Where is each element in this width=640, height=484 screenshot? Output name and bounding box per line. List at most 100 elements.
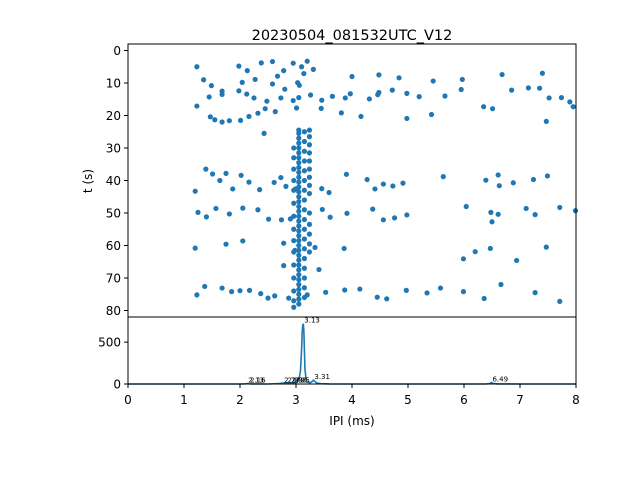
histogram-y-tick-label: 500 [98,336,121,350]
raster-point [290,60,296,66]
raster-point [327,214,333,220]
raster-point [396,75,402,81]
raster-point [213,205,219,212]
raster-point [296,257,302,263]
raster-point [281,263,287,269]
raster-point [226,211,232,217]
histogram-x-tick-label: 3 [292,393,300,407]
raster-point [229,289,235,295]
histogram-x-tick-label: 0 [124,393,132,407]
raster-point [310,66,316,72]
raster-point [252,76,258,83]
raster-point [299,64,305,70]
raster-point [246,113,252,120]
raster-point [544,173,551,179]
raster-point [237,288,243,294]
histogram-x-tick-label: 1 [180,393,188,407]
raster-point [265,295,271,301]
raster-point [570,104,576,110]
peak-label: 3.31 [314,373,330,381]
raster-point [366,96,372,102]
raster-point [291,155,297,161]
raster-point [323,289,329,295]
raster-point [296,272,302,278]
raster-point [296,228,302,234]
raster-point [291,262,297,268]
raster-point [296,164,302,171]
raster-y-tick-label: 20 [106,109,121,123]
raster-point [296,247,302,253]
raster-point [489,219,495,225]
peak-label: 2.95 [294,377,310,385]
raster-point [341,245,347,252]
raster-point [296,301,302,307]
raster-point [201,77,207,83]
raster-point [380,181,386,187]
raster-point [296,203,302,210]
raster-point [296,160,302,166]
raster-point [301,70,307,77]
raster-y-tick-label: 70 [106,272,121,286]
raster-point [380,217,386,223]
raster-point [296,223,302,229]
raster-point [296,169,302,175]
raster-point [195,209,201,215]
raster-point [499,71,505,78]
raster-point [374,294,380,300]
raster-point [258,291,264,297]
raster-point [523,205,529,212]
peak-label: 2.77 [284,377,300,385]
raster-point [306,134,313,140]
raster-point [291,304,297,310]
raster-point [430,78,436,84]
raster-point [537,85,543,91]
raster-point [424,290,430,296]
raster-point [291,187,297,193]
raster-point [510,180,516,186]
raster-point [296,242,302,249]
raster-point [291,200,297,206]
raster-point [472,249,478,255]
raster-point [403,287,409,293]
raster-point [532,290,538,296]
raster-point [301,255,307,262]
raster-point [349,73,355,80]
raster-point [400,180,406,186]
raster-point [192,188,198,194]
raster-point [306,190,313,197]
raster-point [306,158,313,164]
raster-point [244,68,250,74]
raster-point [296,213,302,219]
raster-point [291,249,297,255]
raster-point [219,119,225,125]
raster-point [226,118,232,124]
raster-point [236,88,242,94]
raster-point [296,95,302,101]
raster-point [208,83,215,89]
raster-point [481,295,487,302]
raster-point [319,97,325,103]
raster-point [296,179,302,185]
raster-point [296,82,302,88]
raster-point [240,238,246,244]
raster-point [370,206,376,212]
raster-point [217,177,223,184]
raster-point [301,294,307,301]
raster-point [238,172,244,178]
raster-point [257,187,263,193]
raster-point [539,70,546,76]
raster-point [296,286,302,292]
raster-point [487,245,493,252]
histogram-x-label: IPI (ms) [329,414,374,428]
raster-point [230,186,236,192]
raster-point [437,285,444,291]
raster-point [460,256,467,262]
raster-point [271,179,277,186]
raster-point [261,130,267,136]
raster-point [240,205,246,211]
raster-point [301,236,307,242]
raster-point [202,283,208,290]
raster-point [291,145,297,151]
raster-point [296,135,302,141]
